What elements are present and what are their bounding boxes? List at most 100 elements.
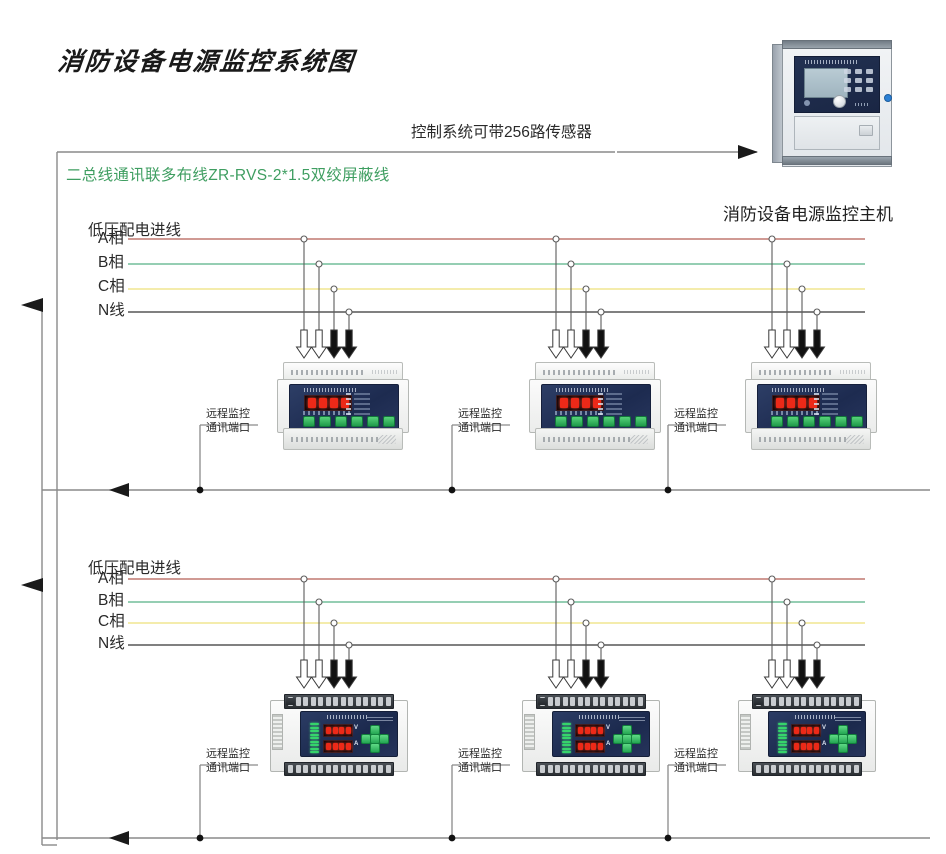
navigation-pad[interactable] — [361, 725, 389, 753]
phase-tap-node — [768, 575, 776, 583]
panel-round-button[interactable] — [833, 95, 846, 108]
navigation-pad[interactable] — [829, 725, 857, 753]
module-front-panel[interactable]: V A — [300, 711, 398, 757]
bottom-terminal-strip — [291, 437, 379, 442]
lower-device-2[interactable]: V A — [522, 692, 660, 778]
upper-device-3[interactable] — [745, 362, 877, 450]
current-arrow-solid — [577, 329, 595, 359]
module-front-panel[interactable]: V A — [768, 711, 866, 757]
top-terminal-strip — [291, 370, 366, 375]
keypad-buttons[interactable] — [555, 416, 647, 427]
keypad-buttons[interactable] — [303, 416, 395, 427]
panel-brand-strip — [855, 103, 869, 106]
voltage-display — [575, 724, 605, 737]
module-spec-strip — [367, 715, 393, 721]
voltage-unit-label: V — [354, 725, 359, 731]
status-label-row — [303, 411, 351, 415]
phase-tap-node — [783, 598, 791, 606]
bus-cable-note: 二总线通讯联多布线ZR-RVS-2*1.5双绞屏蔽线 — [66, 167, 390, 184]
nav-right-button[interactable] — [379, 734, 389, 744]
voltage-unit-label: V — [822, 725, 827, 731]
heat-sink-fins — [524, 714, 535, 750]
lower-device-3-port-label: 远程监控 通讯端口 — [674, 748, 718, 774]
module-spec-strip — [835, 715, 861, 721]
phase-tap-node — [552, 235, 560, 243]
cabinet-door[interactable] — [794, 116, 880, 150]
panel-screen — [804, 68, 848, 98]
module-model-tag — [624, 370, 650, 374]
nav-enter-button[interactable] — [370, 734, 380, 744]
lower-device-1[interactable]: V A — [270, 692, 408, 778]
lower-device-3[interactable]: V A — [738, 692, 876, 778]
module-front-panel[interactable] — [757, 384, 867, 430]
current-arrow-solid — [793, 659, 811, 689]
phase-tap-node — [768, 235, 776, 243]
panel-title-strip — [805, 60, 857, 64]
bus-direction-arrows — [21, 145, 758, 845]
current-arrow-solid — [325, 329, 343, 359]
module-front-panel[interactable] — [541, 384, 651, 430]
module-bottom-shell — [751, 428, 871, 450]
cabinet-top-cap — [782, 40, 892, 49]
phase-tap-node — [552, 575, 560, 583]
nav-enter-button[interactable] — [622, 734, 632, 744]
module-front-panel[interactable] — [289, 384, 399, 430]
cabinet-bottom-cap — [782, 156, 892, 165]
channel-led-bar — [778, 723, 787, 753]
lower-phase-label-n: N线 — [98, 635, 125, 652]
led-display — [304, 395, 352, 411]
upper-device-2[interactable] — [529, 362, 661, 450]
input-connector — [286, 698, 295, 705]
module-front-panel[interactable]: V A — [552, 711, 650, 757]
top-terminal-block — [284, 694, 394, 709]
input-connector — [754, 698, 763, 705]
voltage-arrow-hollow — [547, 659, 565, 689]
voltage-display — [323, 724, 353, 737]
current-unit-label: A — [606, 741, 611, 747]
voltage-unit-label: V — [606, 725, 611, 731]
upper-device-1[interactable] — [277, 362, 409, 450]
phase-tap-node — [813, 308, 821, 316]
device-comm-drops — [199, 424, 726, 838]
lower-device-1-port-label: 远程监控 通讯端口 — [206, 748, 250, 774]
nav-down-button[interactable] — [838, 743, 848, 753]
current-arrow-solid — [577, 659, 595, 689]
cabinet-control-panel[interactable] — [794, 56, 880, 113]
phase-tap-node — [300, 235, 308, 243]
nav-right-button[interactable] — [631, 734, 641, 744]
nav-enter-button[interactable] — [838, 734, 848, 744]
top-terminal-strip — [543, 370, 618, 375]
module-model-tag — [840, 370, 866, 374]
comm-bus-trunk — [41, 151, 930, 846]
module-bottom-shell — [283, 428, 403, 450]
current-arrow-solid — [808, 659, 826, 689]
bottom-terminal-block — [752, 762, 862, 776]
nav-down-button[interactable] — [622, 743, 632, 753]
voltage-arrow-hollow — [778, 329, 796, 359]
upper-device-2-port-label: 远程监控 通讯端口 — [458, 408, 502, 434]
module-bottom-shell — [535, 428, 655, 450]
host-cabinet[interactable] — [772, 40, 892, 167]
status-led-column — [814, 393, 844, 417]
phase-tap-node — [783, 260, 791, 268]
vent-grill — [630, 435, 648, 444]
panel-indicator-led — [804, 100, 810, 106]
panel-keypad[interactable] — [844, 69, 874, 95]
current-arrow-solid — [793, 329, 811, 359]
phase-tap-node — [813, 641, 821, 649]
module-model-tag — [372, 370, 398, 374]
voltage-arrow-hollow — [310, 659, 328, 689]
keypad-buttons[interactable] — [771, 416, 863, 427]
nav-right-button[interactable] — [847, 734, 857, 744]
bottom-terminal-strip — [759, 437, 847, 442]
cabinet-door-latch[interactable] — [859, 125, 873, 136]
capacity-note: 控制系统可带256路传感器 — [411, 124, 592, 141]
navigation-pad[interactable] — [613, 725, 641, 753]
junction-dots — [196, 486, 672, 842]
current-unit-label: A — [822, 741, 827, 747]
heat-sink-fins — [272, 714, 283, 750]
nav-down-button[interactable] — [370, 743, 380, 753]
voltage-arrow-hollow — [562, 659, 580, 689]
lower-incoming-label: 低压配电进线 — [88, 560, 182, 577]
